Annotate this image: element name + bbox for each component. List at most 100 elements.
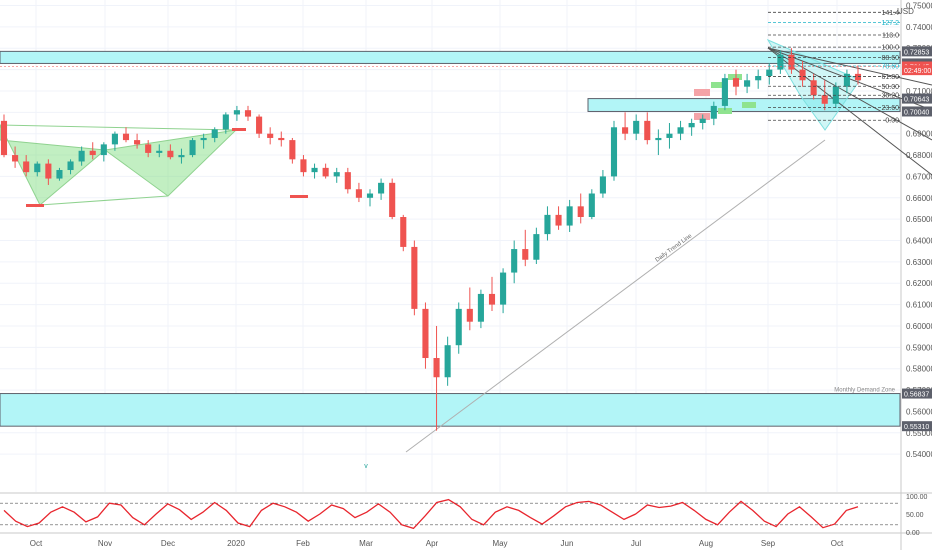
price-marker-tag (902, 46, 932, 57)
price-marker-label: 02:49:00 (904, 68, 931, 75)
daily-trend-line (405, 139, 826, 453)
pattern-marker (26, 204, 44, 207)
candle-body (744, 80, 751, 87)
candle-body (111, 133, 118, 145)
candle-body (422, 308, 429, 359)
candle-body (766, 69, 773, 77)
candle-body (566, 206, 573, 226)
price-marker-label: 0.55310 (904, 424, 929, 431)
candle-body (0, 120, 8, 156)
candle-body (278, 137, 285, 141)
zone-rect (0, 393, 901, 427)
fib-level-label: 127.2 (881, 20, 899, 27)
pattern-marker (232, 128, 246, 131)
harmonic-line (39, 195, 169, 206)
candle-body (400, 217, 407, 247)
candle-body (500, 272, 507, 305)
x-tick-label: Oct (30, 539, 43, 548)
candle-body (622, 127, 629, 134)
candle-body (100, 144, 107, 156)
candle-body (721, 78, 728, 106)
candle-body (267, 133, 274, 138)
candle-body (788, 54, 795, 70)
candle-body (777, 54, 784, 70)
candle-body (389, 182, 396, 218)
candle-body (488, 293, 496, 305)
candle-body (23, 161, 30, 173)
x-tick-label: Aug (699, 539, 713, 548)
candle-body (167, 150, 174, 158)
x-tick-label: Jul (631, 539, 641, 548)
fib-level-label: 141.4 (881, 10, 899, 17)
candle-body (533, 234, 540, 260)
candle-body (122, 133, 130, 141)
candle-body (821, 95, 828, 104)
pattern-marker (742, 102, 756, 108)
candle-body (211, 129, 218, 138)
candle-body (799, 69, 806, 81)
candle-body (444, 345, 451, 378)
osc-line (3, 498, 859, 530)
candle-body (45, 163, 52, 179)
lower-marker: v (364, 463, 368, 470)
candle-body (699, 118, 706, 124)
fib-level-label: 100.0 (881, 45, 899, 52)
fan-line (767, 47, 932, 141)
candle-body (378, 182, 385, 194)
pattern-marker (694, 89, 710, 96)
fan-line (767, 47, 932, 176)
candle-body (89, 150, 96, 156)
candle-body (810, 80, 817, 96)
candle-body (289, 140, 296, 160)
price-marker-label: 0.56837 (904, 392, 929, 399)
candle-body (145, 144, 152, 153)
osc-tick-label: 0.00 (906, 530, 920, 537)
price-marker-tag (902, 388, 932, 399)
candle-body (633, 120, 640, 134)
candle-body (233, 110, 240, 115)
demand-zone-label: Monthly Demand Zone (834, 388, 895, 394)
candle-body (577, 206, 584, 218)
currency-label[interactable]: USD (897, 7, 914, 16)
x-tick-label: Feb (296, 539, 310, 548)
fib-level-label: 113.0 (882, 32, 899, 39)
candle-body (189, 140, 196, 156)
candle-body (333, 172, 340, 177)
fib-level-label: 23.60 (881, 105, 899, 112)
pattern-marker (694, 113, 710, 120)
candle-body (156, 150, 163, 153)
candle-body (843, 73, 850, 87)
x-tick-label: Apr (426, 539, 439, 548)
price-marker-label: 0.72853 (904, 49, 929, 56)
candle-body (644, 120, 651, 141)
candle-body (344, 172, 351, 190)
candle-body (256, 116, 263, 134)
x-tick-label: Jun (561, 539, 574, 548)
candle-body (12, 155, 19, 162)
candle-body (555, 214, 562, 226)
candle-body (134, 140, 141, 145)
candle-body (854, 73, 862, 81)
candle-body (677, 127, 684, 134)
price-marker-label: 0.70040 (904, 109, 929, 116)
candle-body (655, 137, 662, 141)
x-tick-label: Sep (761, 539, 776, 548)
fib-level-label: 78.60 (881, 63, 899, 70)
x-tick-label: May (492, 539, 507, 548)
price-marker-tag (902, 65, 932, 76)
